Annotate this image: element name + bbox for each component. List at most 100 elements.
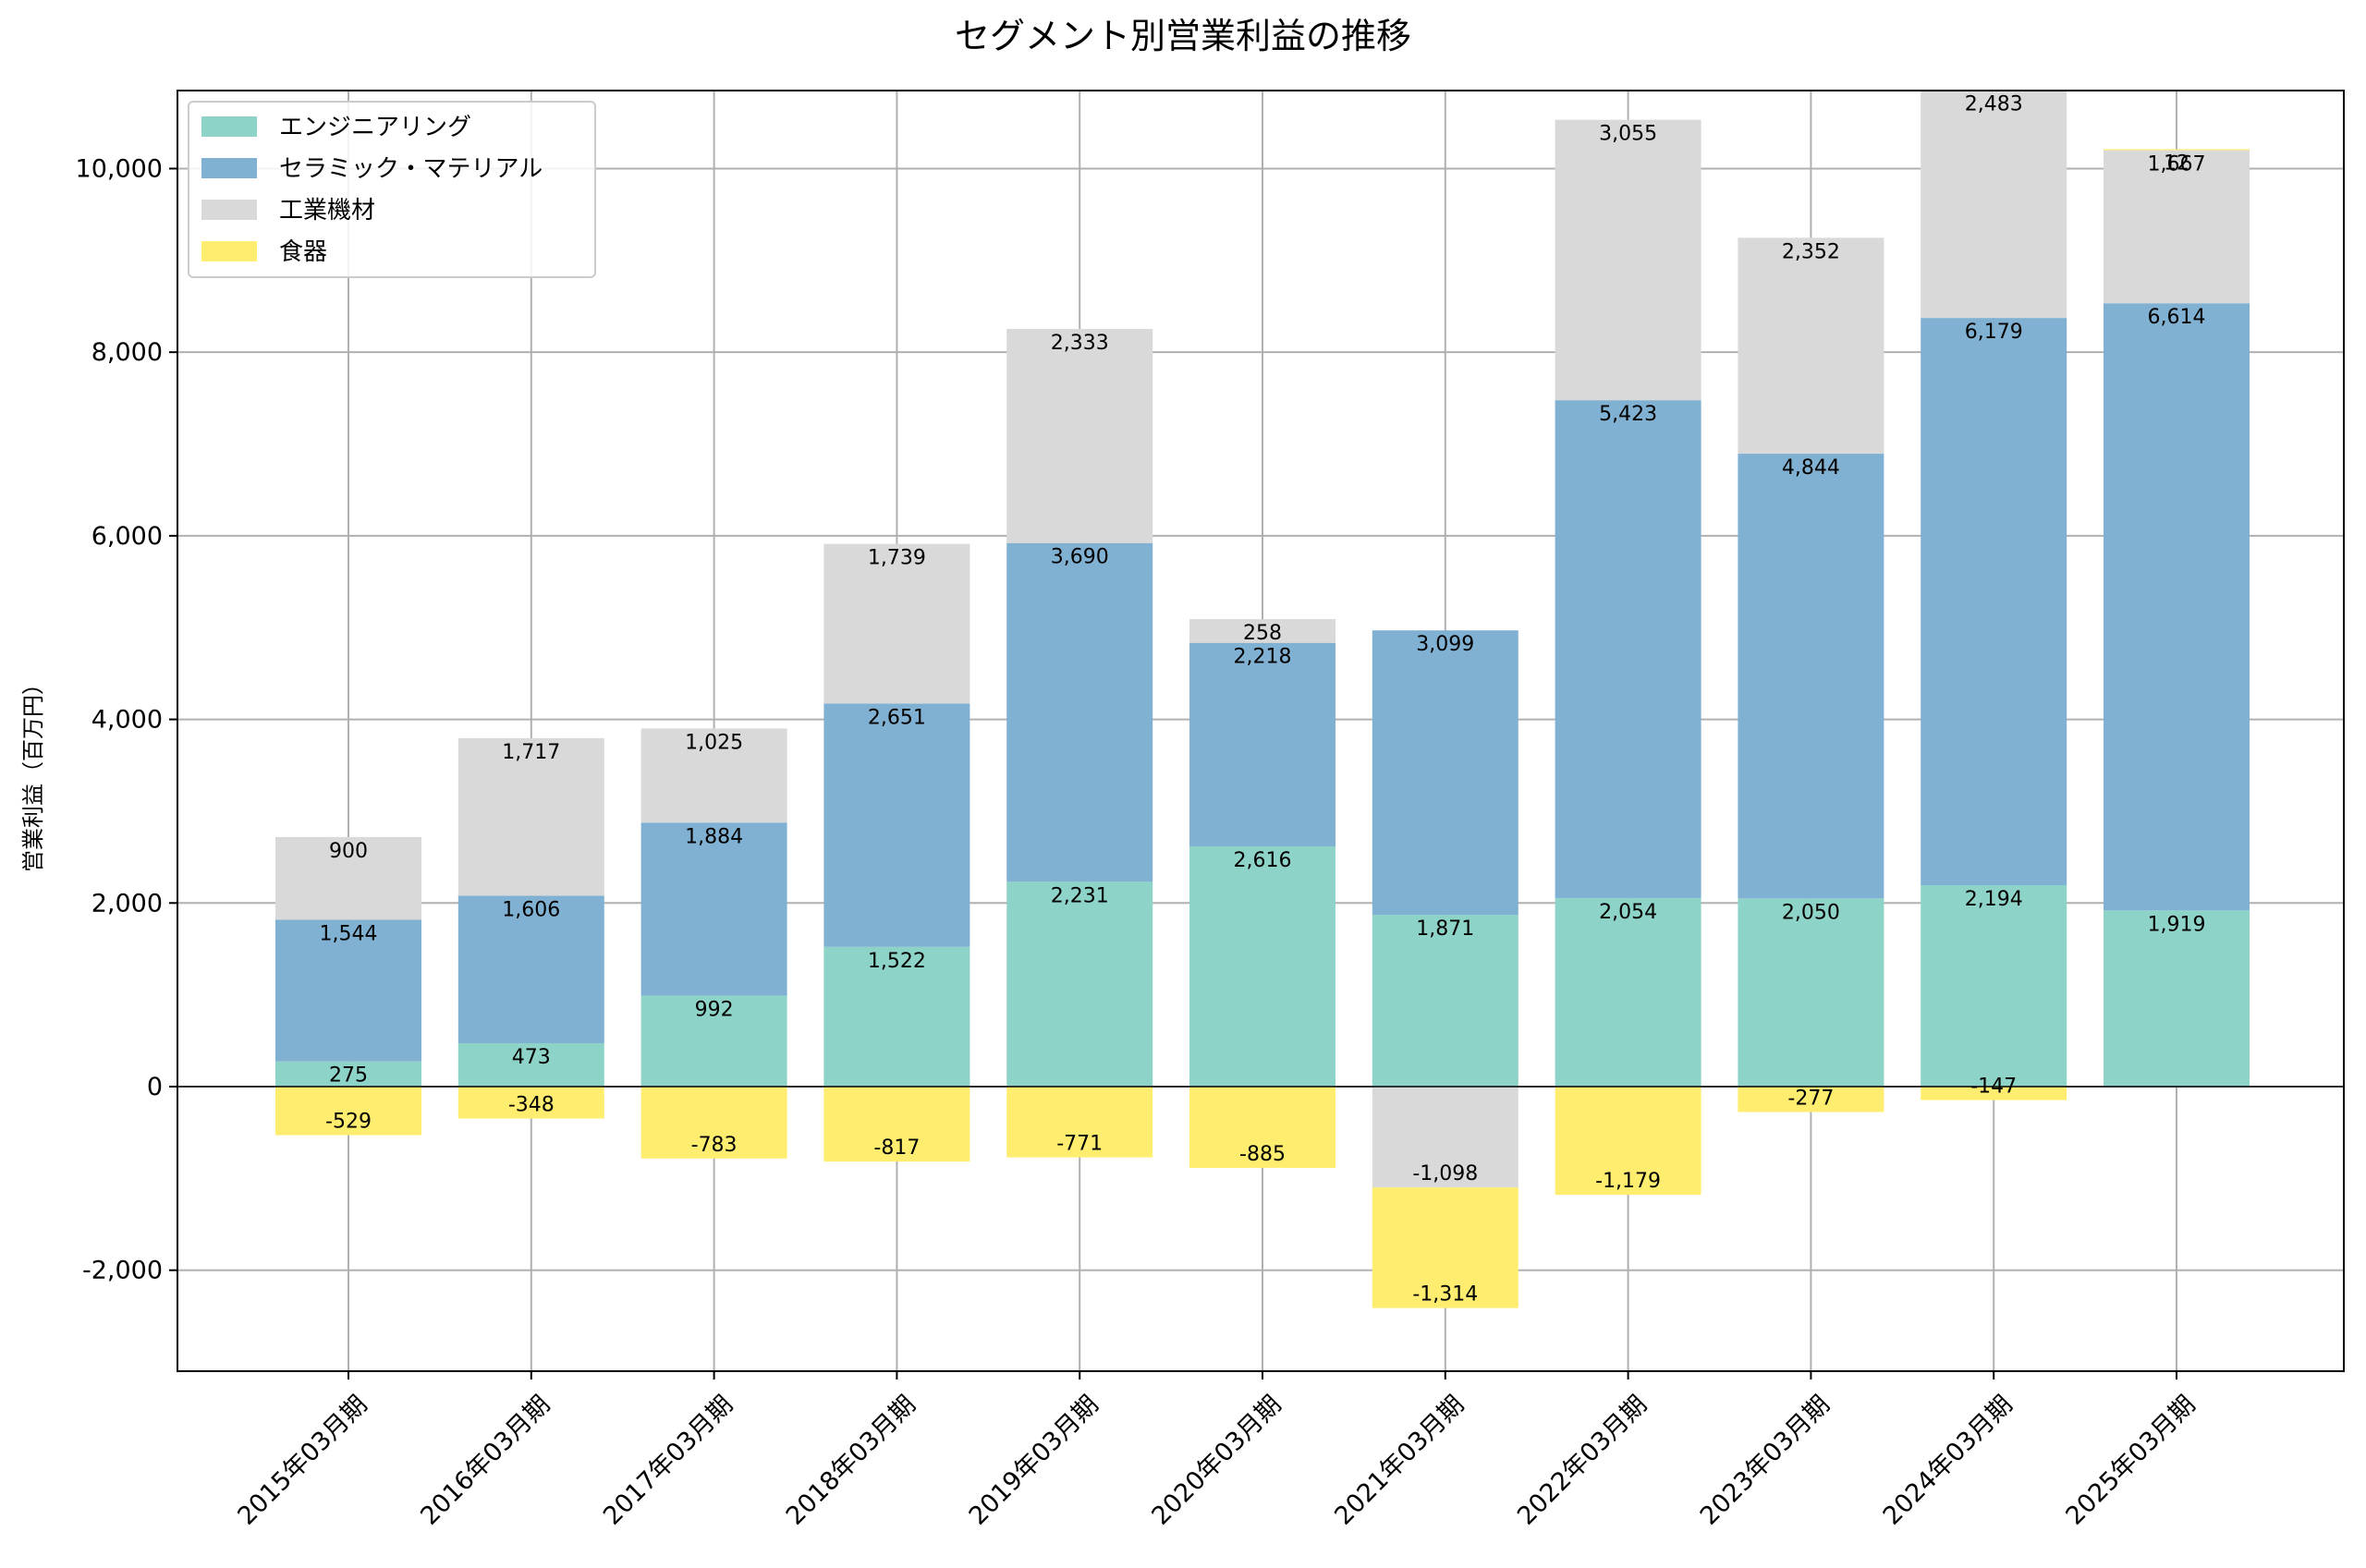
- bar-segment: [640, 728, 787, 823]
- data-label: 1,884: [685, 825, 743, 848]
- bar-segment: [1738, 898, 1884, 1087]
- bar-segment: [823, 1087, 970, 1162]
- data-label: -817: [873, 1136, 920, 1160]
- bar-segment: [1921, 90, 2067, 319]
- bar-segment: [1738, 454, 1884, 899]
- bar-segment: [457, 895, 604, 1044]
- bar-segment: [1189, 1087, 1335, 1168]
- data-label: 5,423: [1599, 403, 1657, 426]
- bar-segment: [1372, 915, 1518, 1087]
- data-label: 2,231: [1051, 884, 1109, 907]
- data-label: 1,606: [502, 898, 560, 921]
- data-label: 275: [329, 1064, 368, 1088]
- bar-segment: [1006, 328, 1153, 543]
- data-label: 2,483: [1965, 92, 2023, 115]
- data-label: 1,871: [1416, 918, 1474, 941]
- y-axis-label: 営業利益（百万円）: [20, 673, 46, 872]
- bar-segment: [275, 919, 421, 1062]
- data-label: -348: [508, 1094, 555, 1117]
- bar-segment: [640, 1087, 787, 1159]
- bar-segment: [457, 1087, 604, 1119]
- bar-segment: [823, 703, 970, 947]
- x-tick-label: 2019年03月期: [964, 1391, 1104, 1531]
- bar-segment: [275, 1061, 421, 1087]
- bar-segment: [1372, 630, 1518, 916]
- bar-segment: [823, 543, 970, 704]
- x-tick-label: 2025年03月期: [2060, 1391, 2201, 1531]
- legend-label: セラミック・マテリアル: [279, 155, 543, 183]
- bars: [275, 90, 2250, 1308]
- data-label: 1,919: [2148, 913, 2206, 936]
- legend-label: エンジニアリング: [279, 114, 471, 141]
- data-label: 2,352: [1782, 240, 1840, 263]
- y-tick-label: 4,000: [91, 706, 163, 735]
- chart-title: セグメント別営業利益の推移: [955, 16, 1411, 56]
- bar-segment: [275, 836, 421, 920]
- legend-swatch: [201, 158, 257, 178]
- legend-box: [188, 101, 596, 278]
- bar-segment: [1006, 542, 1153, 882]
- legend-swatch: [201, 241, 257, 261]
- data-label: 2,054: [1599, 901, 1657, 924]
- y-tick-label: 2,000: [91, 889, 163, 918]
- data-label: 2,616: [1234, 849, 1292, 872]
- data-label: 1,544: [320, 922, 378, 945]
- data-label: 4,844: [1782, 456, 1840, 480]
- bar-segment: [2104, 150, 2250, 304]
- data-label: -1,098: [1412, 1162, 1478, 1185]
- bar-segment: [1555, 400, 1701, 898]
- bar-segment: [640, 822, 787, 996]
- data-label: 3,055: [1599, 123, 1657, 146]
- y-tick-label: 6,000: [91, 522, 163, 551]
- bar-segment: [2104, 149, 2250, 151]
- x-tick-label: 2018年03月期: [781, 1391, 921, 1531]
- data-label: 900: [329, 840, 368, 863]
- bar-segment: [1921, 1087, 2067, 1100]
- bar-segment: [1555, 119, 1701, 401]
- bar-segment: [1189, 846, 1335, 1087]
- bar-segment: [640, 995, 787, 1087]
- data-label: -1,314: [1412, 1283, 1478, 1307]
- data-label: -1,179: [1595, 1170, 1661, 1193]
- bar-segment: [1738, 1087, 1884, 1112]
- x-tick-label: 2022年03月期: [1512, 1391, 1653, 1531]
- x-tick-label: 2017年03月期: [598, 1391, 738, 1531]
- data-label: 1,739: [868, 547, 926, 570]
- data-label: 2,194: [1965, 888, 2023, 911]
- y-tick-label: 0: [147, 1073, 163, 1101]
- bar-segment: [1738, 237, 1884, 455]
- bar-segment: [1921, 318, 2067, 886]
- data-label: -529: [325, 1111, 372, 1134]
- y-tick-label: 10,000: [76, 154, 163, 183]
- x-tick-label: 2023年03月期: [1695, 1391, 1835, 1531]
- y-tick-label: 8,000: [91, 338, 163, 367]
- data-label: -783: [691, 1134, 738, 1157]
- data-label: 473: [512, 1046, 551, 1069]
- x-tick-label: 2016年03月期: [415, 1391, 555, 1531]
- data-label: 1,025: [685, 731, 743, 754]
- data-label: 2,050: [1782, 901, 1840, 924]
- x-tick-label: 2020年03月期: [1146, 1391, 1287, 1531]
- bar-segment: [457, 737, 604, 896]
- bar-segment: [1555, 897, 1701, 1087]
- data-label: 1,522: [868, 950, 926, 973]
- x-tick-label: 2024年03月期: [1878, 1391, 2018, 1531]
- data-label: 1,667: [2148, 153, 2206, 176]
- data-label: 992: [695, 998, 734, 1021]
- bar-segment: [1555, 1087, 1701, 1196]
- data-label: 12: [2164, 152, 2189, 175]
- legend-label: 工業機材: [279, 197, 375, 225]
- data-label: 2,333: [1051, 332, 1109, 355]
- bar-segment: [1006, 881, 1153, 1087]
- bar-segment: [1189, 619, 1335, 643]
- data-labels: 275 1,544 900 -529 473 1,606 1,717 -348 992 1,884…: [320, 92, 2206, 1306]
- legend-swatch: [201, 200, 257, 220]
- x-tick-label: 2021年03月期: [1329, 1391, 1470, 1531]
- bar-segment: [2104, 303, 2250, 911]
- bar-segment: [1006, 1087, 1153, 1158]
- data-label: 6,614: [2148, 306, 2206, 329]
- bar-segment: [823, 946, 970, 1087]
- data-label: 3,690: [1051, 546, 1109, 569]
